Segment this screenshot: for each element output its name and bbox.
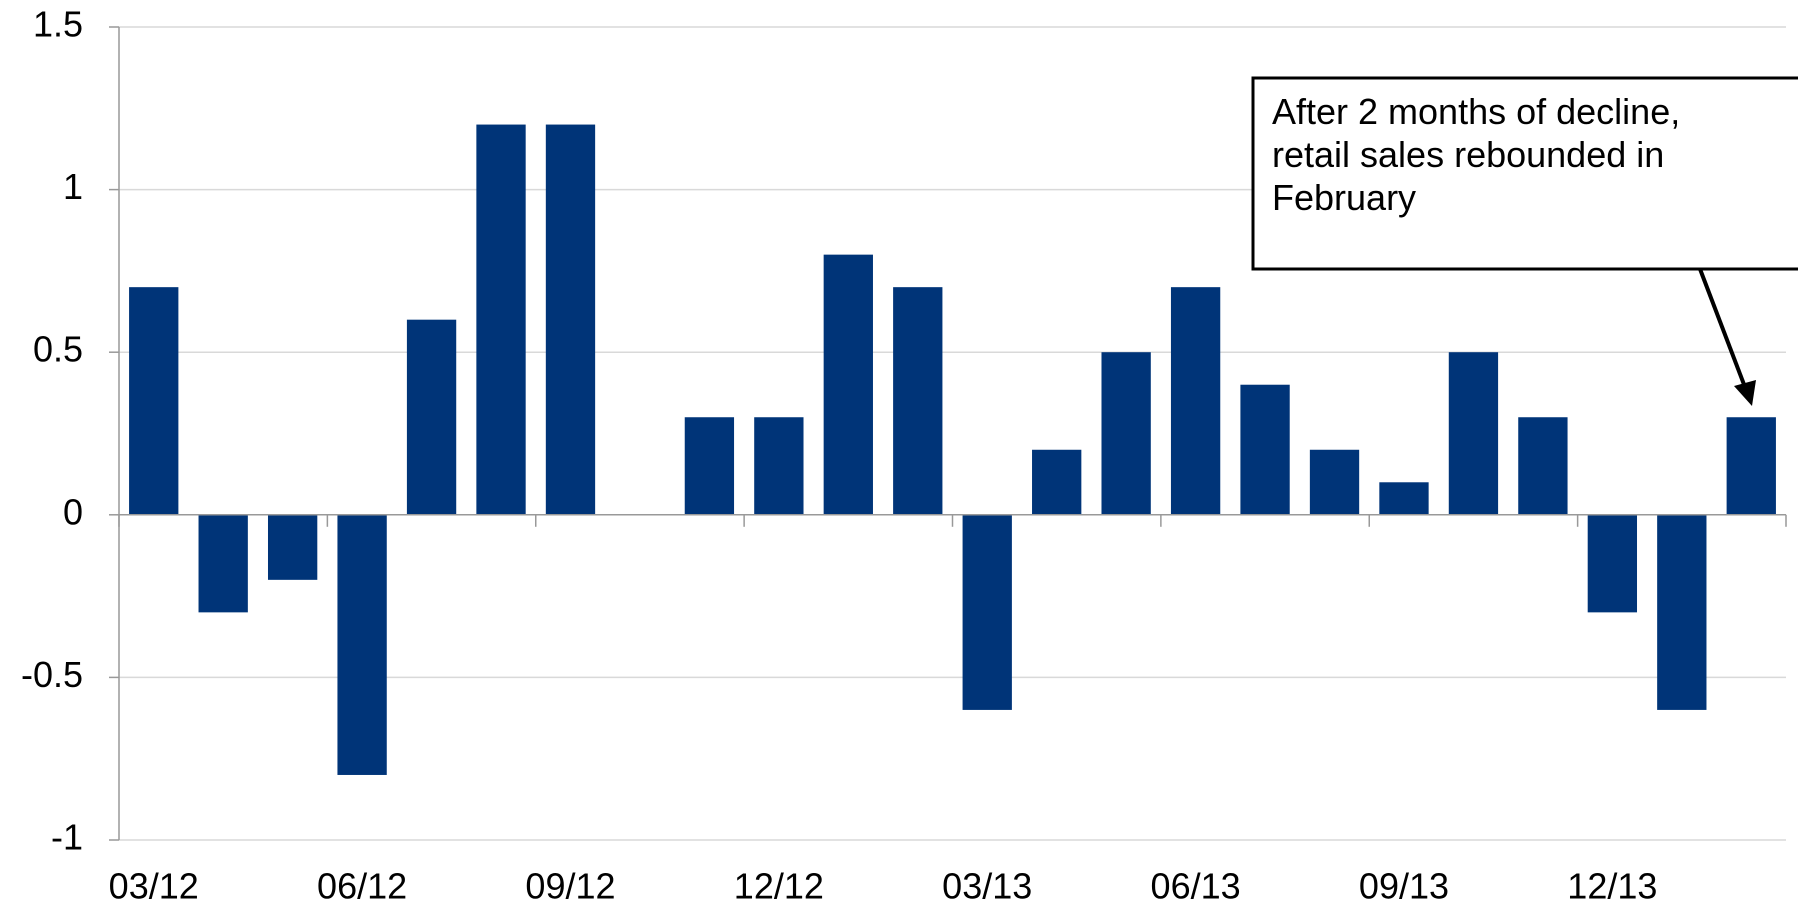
bar — [1657, 514, 1707, 710]
bar — [754, 417, 804, 515]
bar — [823, 254, 873, 515]
bar — [267, 514, 318, 580]
bar — [1101, 352, 1151, 515]
bar — [198, 514, 248, 613]
bar — [129, 287, 179, 515]
bar — [1240, 384, 1290, 515]
y-tick-label: 0 — [63, 491, 83, 532]
x-tick-label: 03/13 — [942, 866, 1032, 907]
x-tick-label: 09/12 — [525, 866, 615, 907]
bar — [406, 319, 457, 515]
bar — [1726, 417, 1776, 515]
bar — [962, 514, 1012, 710]
bar — [545, 124, 596, 515]
x-tick-label: 03/12 — [109, 866, 199, 907]
bar — [1518, 417, 1568, 515]
y-tick-label: 1 — [63, 166, 83, 207]
bar — [1587, 514, 1638, 613]
bar — [893, 287, 943, 515]
bar — [1032, 449, 1082, 515]
bar — [1309, 449, 1360, 515]
y-tick-label: -1 — [51, 817, 83, 858]
annotation-arrow — [1698, 268, 1750, 396]
y-tick-label: 1.5 — [33, 4, 83, 45]
x-tick-label: 06/13 — [1151, 866, 1241, 907]
bar — [1448, 352, 1499, 515]
y-tick-label: 0.5 — [33, 329, 83, 370]
x-tick-label: 12/13 — [1567, 866, 1657, 907]
y-tick-label: -0.5 — [21, 654, 83, 695]
annotation-box — [1251, 76, 1798, 271]
x-tick-label: 12/12 — [734, 866, 824, 907]
bar — [1170, 287, 1221, 515]
bar — [684, 417, 735, 515]
bar — [337, 514, 387, 775]
x-tick-label: 09/13 — [1359, 866, 1449, 907]
x-tick-label: 06/12 — [317, 866, 407, 907]
annotation-container: After 2 months of decline, retail sales … — [1272, 91, 1681, 218]
annotation: After 2 months of decline, retail sales … — [1272, 91, 1681, 218]
arrow-head — [1734, 380, 1756, 406]
bar — [1379, 482, 1429, 515]
bar — [476, 124, 526, 515]
